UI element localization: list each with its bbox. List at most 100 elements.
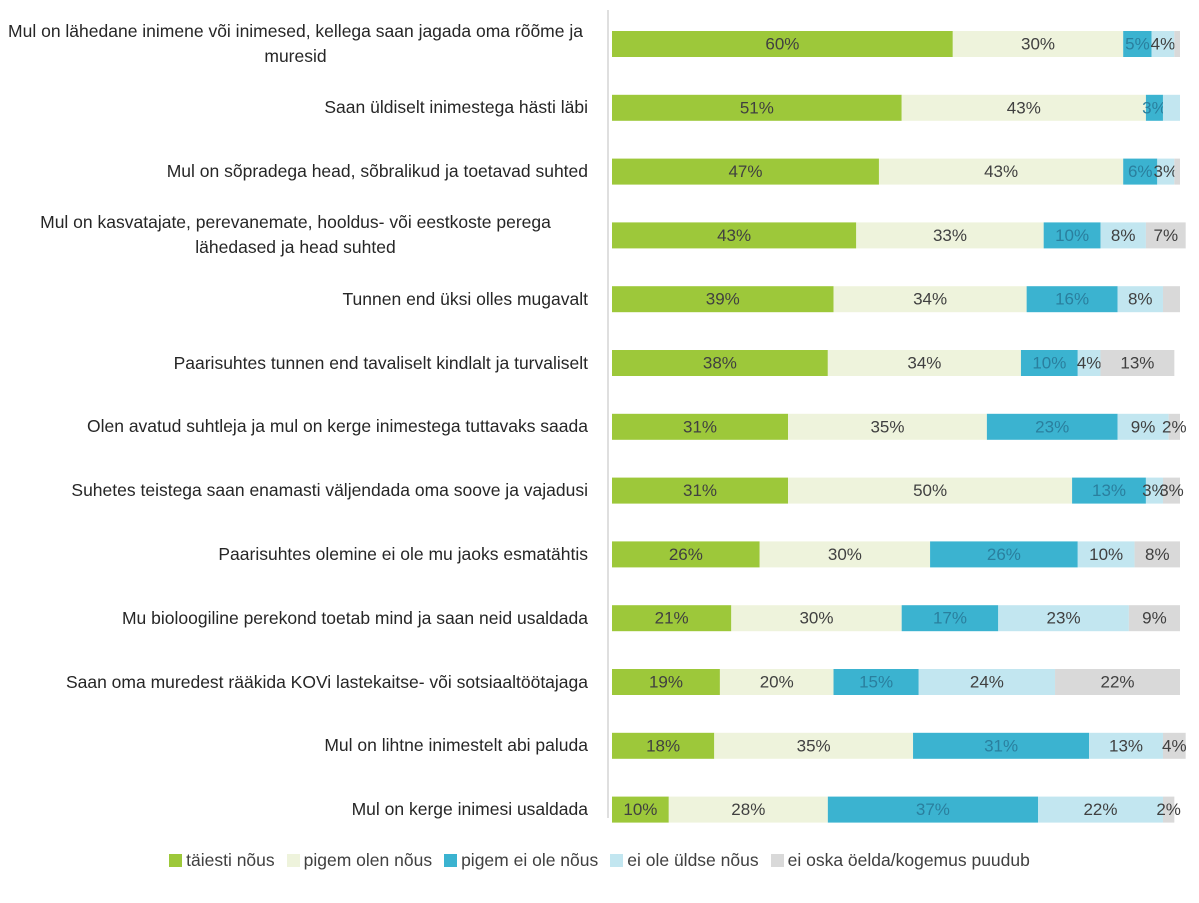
legend-swatch xyxy=(610,854,624,867)
data-label: 43% xyxy=(1007,98,1041,117)
data-label: 19% xyxy=(649,672,683,691)
bar-segment xyxy=(913,732,1090,759)
legend-item: pigem olen nõus xyxy=(286,850,433,871)
data-label: 31% xyxy=(683,481,717,500)
bar-segment xyxy=(1145,477,1163,504)
bar-segment xyxy=(1128,605,1180,632)
category-label: Tunnen end üksi olles mugavalt xyxy=(0,269,588,329)
category-label: Paarisuhtes olemine ei ole mu jaoks esma… xyxy=(0,524,588,584)
data-label: 6% xyxy=(1128,162,1153,181)
bar-segment xyxy=(1077,350,1101,376)
bar-segment xyxy=(612,669,720,695)
data-label: 13% xyxy=(1092,481,1126,500)
bar-segment xyxy=(1117,286,1163,313)
category-text: Mul on kasvatajate, perevanemate, hooldu… xyxy=(40,212,551,258)
category-label: Mul on lähedane inimene või inimesed, ke… xyxy=(0,14,588,74)
legend-label: pigem ei ole nõus xyxy=(461,850,599,870)
data-label: 10% xyxy=(623,800,657,819)
legend-label: pigem olen nõus xyxy=(303,850,433,870)
data-label: 39% xyxy=(706,290,740,309)
bar-segment xyxy=(1043,222,1101,249)
data-label: 26% xyxy=(987,545,1021,564)
legend-swatch xyxy=(444,854,458,867)
data-label: 26% xyxy=(669,545,703,564)
bar-segment xyxy=(827,350,1021,376)
bar-segment xyxy=(1145,94,1163,121)
category-text: Olen avatud suhtleja ja mul on kerge ini… xyxy=(87,416,588,437)
category-text: Saan üldiselt inimestega hästi läbi xyxy=(324,97,588,118)
bar-segment xyxy=(1026,286,1118,313)
data-label: 38% xyxy=(703,353,737,372)
bar-segment xyxy=(1157,158,1175,185)
data-label: 13% xyxy=(1120,353,1154,372)
category-text: Mul on lihtne inimestelt abi paluda xyxy=(324,735,588,756)
category-text: Suhetes teistega saan enamasti väljendad… xyxy=(71,480,588,501)
data-label: 23% xyxy=(1035,417,1069,436)
data-label: 31% xyxy=(984,736,1018,755)
bar-segment xyxy=(878,158,1124,185)
data-label: 3% xyxy=(1154,162,1179,181)
data-label: 5% xyxy=(1125,34,1150,53)
data-label: 37% xyxy=(916,800,950,819)
data-label: 8% xyxy=(1111,226,1136,245)
category-text: Mul on lähedane inimene või inimesed, ke… xyxy=(8,21,583,66)
data-label: 30% xyxy=(799,609,833,628)
data-label: 60% xyxy=(765,34,799,53)
bar-segment xyxy=(1162,286,1180,313)
category-label: Mu bioloogiline perekond toetab mind ja … xyxy=(0,588,588,648)
bar-segment xyxy=(1100,350,1175,376)
bar-segment xyxy=(1117,413,1169,440)
bar-segment xyxy=(612,796,669,823)
bar-segment xyxy=(1174,31,1180,57)
legend: täiesti nõus pigem olen nõus pigem ei ole … xyxy=(0,850,1199,871)
bar-segment xyxy=(612,477,789,504)
data-label: 10% xyxy=(1055,226,1089,245)
data-label: 30% xyxy=(1021,34,1055,53)
category-label: Mul on kerge inimesi usaldada xyxy=(0,780,588,840)
data-label: 31% xyxy=(683,417,717,436)
category-label: Mul on lihtne inimestelt abi paluda xyxy=(0,716,588,776)
data-label: 34% xyxy=(913,290,947,309)
data-label: 30% xyxy=(828,545,862,564)
bar-segment xyxy=(998,605,1129,632)
data-label: 13% xyxy=(1109,736,1143,755)
bar-segment xyxy=(714,732,914,759)
bar-segment xyxy=(612,94,902,121)
category-label: Olen avatud suhtleja ja mul on kerge ini… xyxy=(0,397,588,457)
data-label: 8% xyxy=(1145,545,1170,564)
category-label: Mul on sõpradega head, sõbralikud ja toe… xyxy=(0,142,588,202)
category-label: Mul on kasvatajate, perevanemate, hooldu… xyxy=(0,205,588,265)
data-label: 9% xyxy=(1131,417,1156,436)
data-label: 43% xyxy=(984,162,1018,181)
category-text: Tunnen end üksi olles mugavalt xyxy=(342,288,588,309)
data-label: 3% xyxy=(1159,481,1184,500)
bar-segment xyxy=(788,477,1073,504)
data-label: 7% xyxy=(1154,226,1179,245)
data-label: 2% xyxy=(1162,417,1187,436)
data-label: 33% xyxy=(933,226,967,245)
bar-segment xyxy=(1123,31,1152,57)
category-label: Saan oma muredest rääkida KOVi lastekait… xyxy=(0,652,588,712)
bar-segment xyxy=(1077,541,1135,568)
data-label: 35% xyxy=(797,736,831,755)
category-text: Paarisuhtes tunnen end tavaliselt kindla… xyxy=(173,352,588,373)
category-label: Suhetes teistega saan enamasti väljendad… xyxy=(0,461,588,521)
data-label: 24% xyxy=(970,672,1004,691)
category-label: Saan üldiselt inimestega hästi läbi xyxy=(0,78,588,138)
data-label: 4% xyxy=(1077,353,1102,372)
bar-segment xyxy=(1055,669,1180,695)
bar-segment xyxy=(1134,541,1180,568)
legend-item: täiesti nõus xyxy=(169,850,275,871)
bar-segment xyxy=(1089,732,1163,759)
data-label: 21% xyxy=(655,609,689,628)
data-label: 10% xyxy=(1089,545,1123,564)
bar-segment xyxy=(1174,158,1180,185)
bar-segment xyxy=(1162,796,1175,823)
category-text: Mu bioloogiline perekond toetab mind ja … xyxy=(121,607,588,628)
category-text: Mul on sõpradega head, sõbralikud ja toe… xyxy=(166,161,588,182)
bar-segment xyxy=(1162,94,1180,121)
bar-segment xyxy=(612,222,857,249)
legend-item: pigem ei ole nõus xyxy=(444,850,598,871)
data-label: 34% xyxy=(907,353,941,372)
